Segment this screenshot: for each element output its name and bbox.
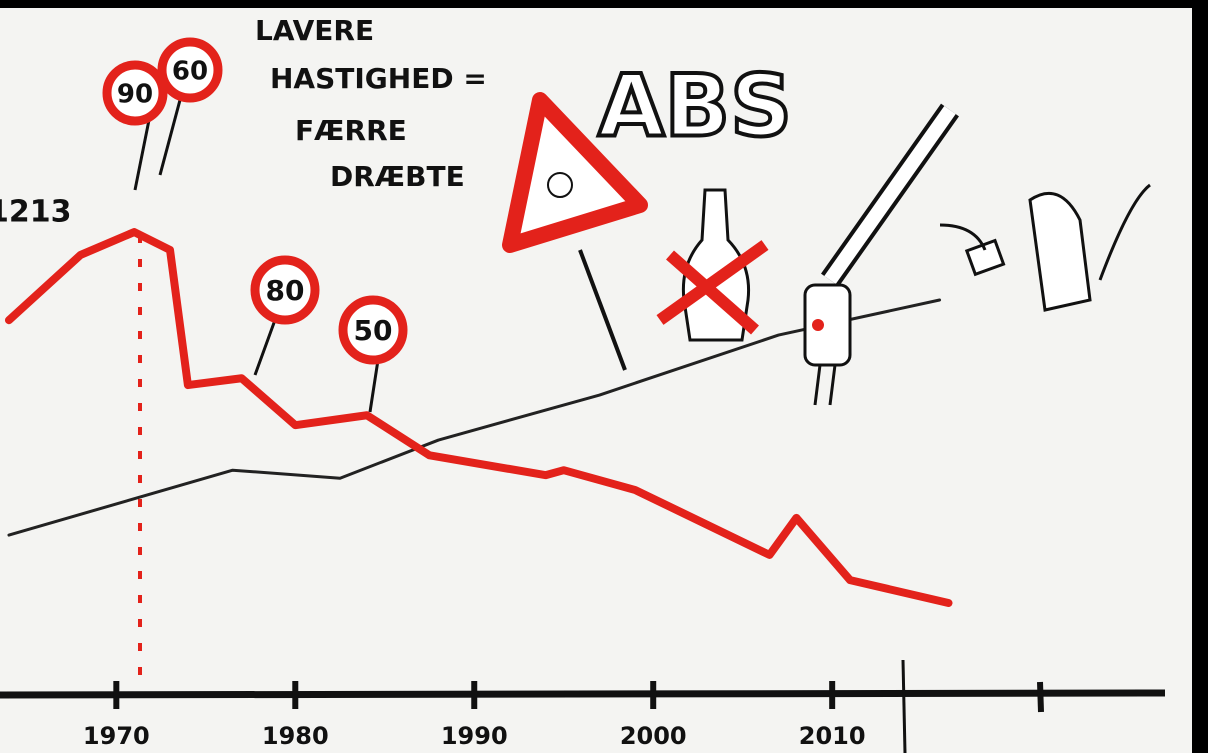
sign-ring (250, 255, 320, 325)
sign-text: 60 (172, 57, 208, 87)
sign-text: 80 (266, 274, 305, 307)
data-line (7, 298, 942, 537)
sign-pole (578, 249, 627, 371)
clip (964, 238, 1006, 277)
annotation-line: FÆRRE (295, 114, 407, 147)
sign-pole (253, 319, 277, 376)
whiteboard (0, 8, 1192, 753)
x-tick-label: 1990 (441, 722, 508, 750)
sign-ring (157, 37, 223, 103)
speed-sign: 80 (250, 255, 320, 376)
x-tick-label: 1980 (262, 722, 329, 750)
cross (666, 250, 759, 335)
annotation-line: HASTIGHED = (270, 62, 487, 95)
triangle (502, 92, 648, 253)
bottle (656, 188, 769, 342)
sign-pole (133, 114, 152, 191)
roundabout-icon (547, 172, 573, 198)
cross (656, 240, 769, 325)
cable (939, 223, 987, 251)
data-line (4, 228, 953, 608)
sign-ring (338, 295, 408, 365)
speed-sign: 50 (338, 295, 408, 413)
now-marker (901, 659, 907, 753)
sign-pole (158, 99, 182, 176)
car-seat (939, 183, 1151, 312)
strap (828, 364, 837, 406)
x-axis (0, 689, 1166, 699)
x-tick-label: 2010 (799, 722, 866, 750)
speed-sign: 90 (102, 60, 168, 191)
annotation-line: DRÆBTE (330, 160, 465, 193)
annotation-line: LAVERE (255, 14, 374, 47)
seatbelt (803, 103, 959, 406)
x-tick-label: 1970 (83, 722, 150, 750)
annotation: LAVERE HASTIGHED = FÆRRE DRÆBTE (255, 14, 487, 193)
strap (813, 364, 822, 406)
belt-fill (824, 105, 956, 285)
speed-sign: 60 (157, 37, 223, 176)
sign-ring (102, 60, 168, 126)
abs-label: ABS (598, 56, 792, 156)
sign-text: 90 (117, 80, 153, 110)
sign-text: 50 (354, 314, 393, 347)
buckle-button (812, 319, 824, 331)
axis-tick-end (1037, 681, 1044, 713)
seat (1028, 191, 1092, 312)
cable (1098, 183, 1151, 281)
peak-label: 1213 (0, 195, 72, 230)
sign-pole (368, 359, 380, 413)
buckle (803, 283, 852, 367)
warning-sign (502, 92, 648, 371)
x-tick-label: 2000 (620, 722, 687, 750)
